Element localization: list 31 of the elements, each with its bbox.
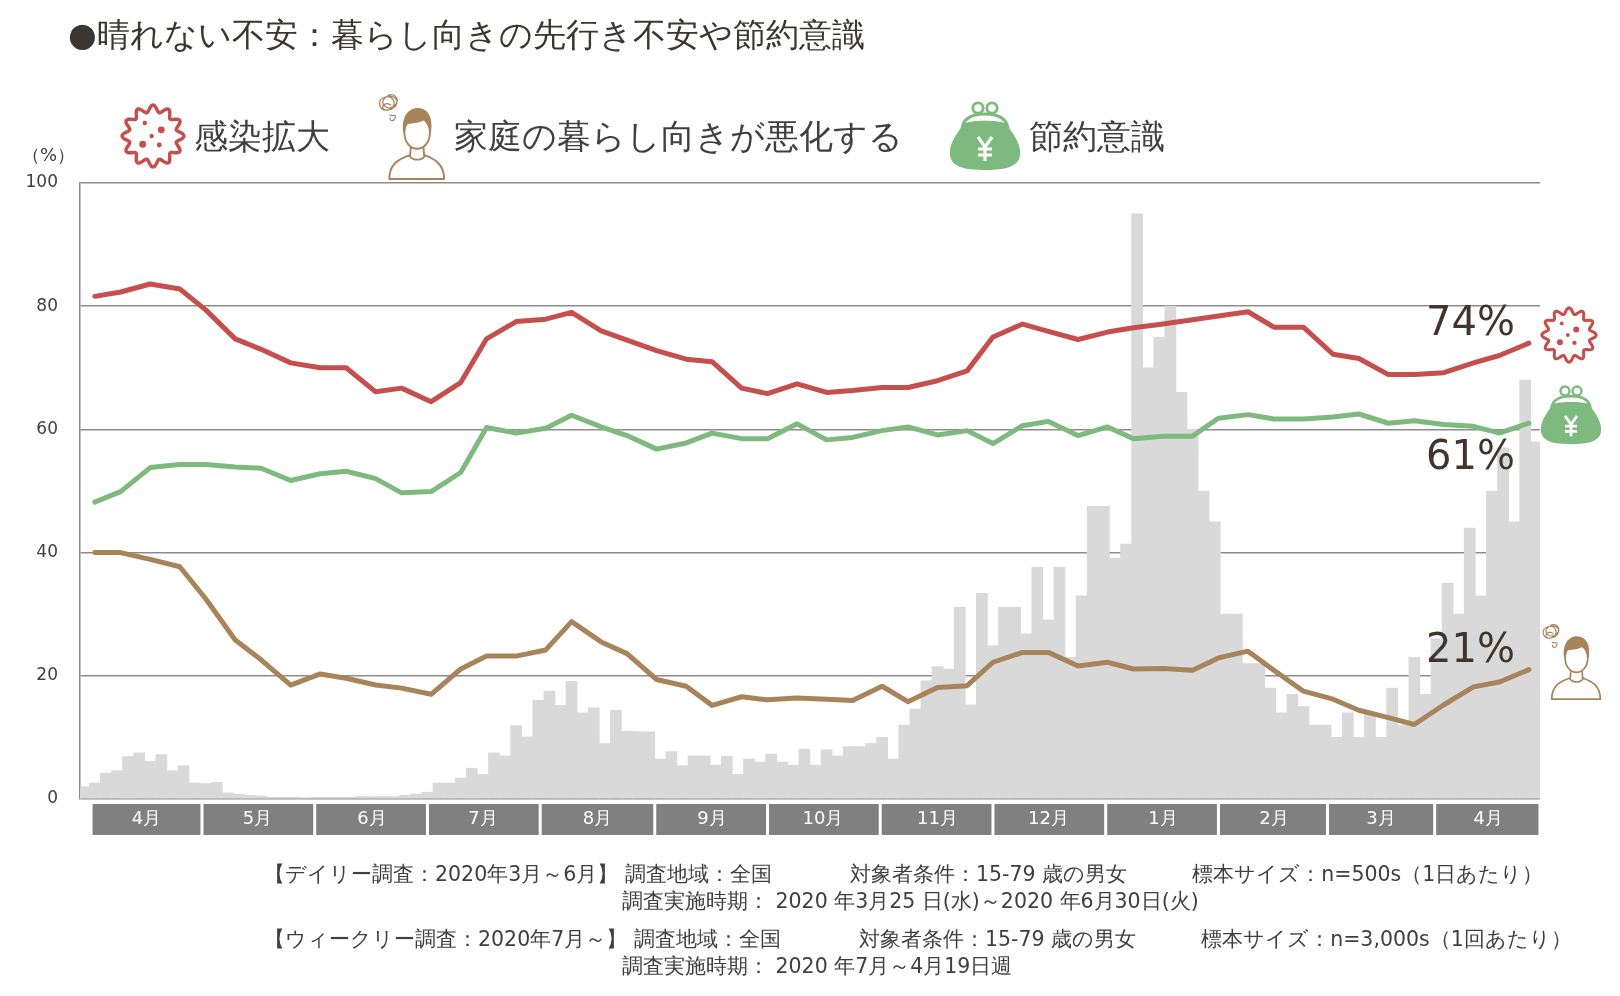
x-tick-label: 1月	[1148, 807, 1178, 829]
text: 調査実施時期： 2020 年3月25 日(水)～2020 年6月30日(火)	[622, 889, 1199, 913]
y-tick-label: 20	[36, 664, 58, 685]
x-tick-label: 10月	[802, 807, 844, 829]
x-tick-label: 9月	[697, 807, 727, 829]
text: 調査実施時期： 2020 年7月～4月19日週	[622, 954, 1013, 978]
data-label: 61%	[1426, 432, 1515, 479]
y-tick-label: 100	[25, 171, 58, 192]
x-tick-label: 11月	[917, 807, 958, 829]
x-tick-label: 7月	[468, 807, 498, 829]
x-tick-label: 12月	[1027, 807, 1069, 829]
text: 【デイリー調査：2020年3月～6月】 調査地域：全国 対象者条件：15-79 歳の男女 標本サイズ：n=500s（1日あたり）	[264, 862, 1544, 886]
x-tick-label: 8月	[582, 807, 613, 829]
data-label: 74%	[1426, 298, 1515, 345]
legend-label: 感染拡大	[194, 116, 330, 156]
x-tick-label: 2月	[1259, 807, 1289, 829]
y-tick-label: 80	[36, 294, 58, 315]
x-tick-label: 3月	[1366, 807, 1396, 829]
x-tick-label: 5月	[242, 807, 273, 829]
chart-title: ●晴れない不安：暮らし向きの先行き不安や節約意識	[68, 15, 865, 54]
y-axis-title: （%）	[22, 144, 76, 165]
legend-label: 家庭の暮らし向きが悪化する	[454, 116, 903, 156]
x-tick-label: 4月	[1473, 807, 1503, 829]
text: 【ウィークリー調査：2020年7月～】 調査地域：全国 対象者条件：15-79 歳の男女 標本サイズ：n=3,000s（1回あたり）	[264, 927, 1572, 951]
y-tick-label: 60	[36, 417, 58, 438]
x-tick-label: 6月	[357, 807, 387, 829]
legend-label: 節約意識	[1029, 116, 1165, 156]
y-tick-label: 0	[47, 787, 58, 808]
data-label: 21%	[1426, 624, 1515, 671]
x-tick-label: 4月	[131, 807, 162, 829]
y-tick-label: 40	[36, 541, 58, 562]
